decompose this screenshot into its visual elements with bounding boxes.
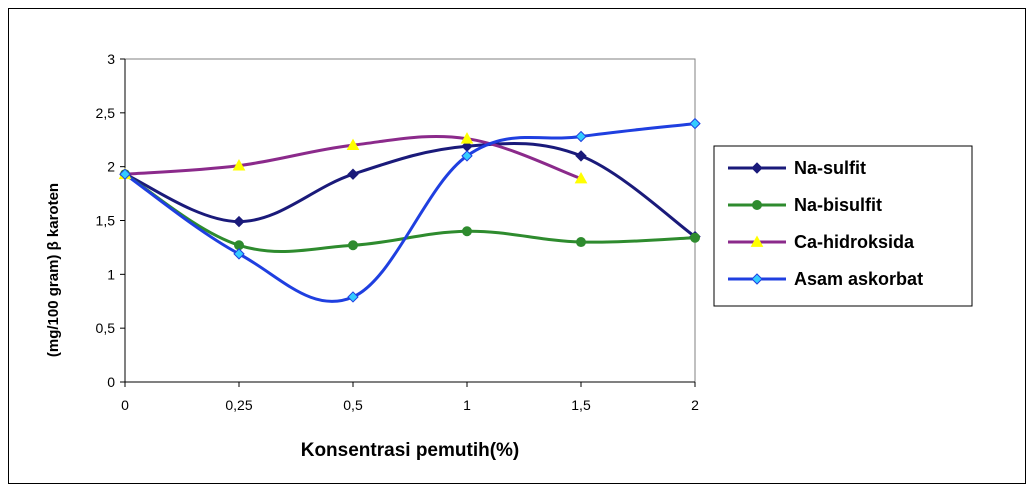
legend-swatch-marker (752, 200, 762, 210)
y-tick-label: 2,5 (96, 105, 116, 121)
y-tick-label: 0 (107, 374, 115, 390)
y-tick-label: 0,5 (96, 320, 116, 336)
data-point (576, 237, 586, 248)
x-tick-label: 0,25 (225, 397, 252, 413)
x-axis-title: Konsentrasi pemutih(%) (301, 440, 520, 461)
data-point (574, 171, 588, 184)
legend-label: Ca-hidroksida (794, 232, 915, 252)
legend-swatch-marker (751, 162, 763, 174)
data-point (462, 226, 472, 237)
y-axis-title: (mg/100 gram) β karoten (45, 183, 62, 357)
series-lines (123, 122, 697, 303)
data-point (347, 291, 359, 303)
data-point (119, 168, 131, 180)
x-tick-label: 1 (463, 397, 471, 413)
legend-label: Na-sulfit (794, 158, 866, 178)
data-point (575, 130, 587, 143)
data-point (233, 248, 245, 260)
legend-label: Asam askorbat (794, 269, 923, 289)
y-tick-label: 1 (107, 266, 115, 282)
data-point (232, 159, 246, 171)
y-tick-label: 1,5 (96, 213, 116, 229)
data-point (346, 138, 360, 151)
data-point (575, 150, 587, 162)
data-point (233, 215, 245, 228)
legend-swatch-marker (750, 235, 764, 247)
series-markers (118, 117, 701, 303)
data-point (689, 117, 701, 130)
plot-area-border (124, 58, 696, 383)
data-point (460, 132, 474, 144)
x-tick-label: 0,5 (343, 397, 363, 413)
legend-label: Na-bisulfit (794, 195, 882, 215)
x-tick-label: 0 (121, 397, 129, 413)
series-line-2 (123, 172, 697, 254)
y-tick-label: 3 (107, 51, 115, 67)
legend: Na-sulfit Na-bisulfit Ca-hidroksida Asam as… (713, 145, 973, 307)
data-point (461, 150, 473, 162)
legend-swatch-marker (751, 273, 763, 285)
series-line-4 (123, 122, 697, 303)
axes: 0 0,5 1 1,5 2 2,5 3 0 0,25 0,5 1 1,5 2 (96, 51, 700, 413)
x-tick-label: 1,5 (571, 397, 591, 413)
series-line-1 (123, 142, 697, 239)
y-tick-label: 2 (107, 159, 115, 175)
data-point (348, 240, 358, 251)
data-point (690, 232, 700, 243)
x-tick-label: 2 (691, 397, 699, 413)
data-point (347, 168, 359, 180)
